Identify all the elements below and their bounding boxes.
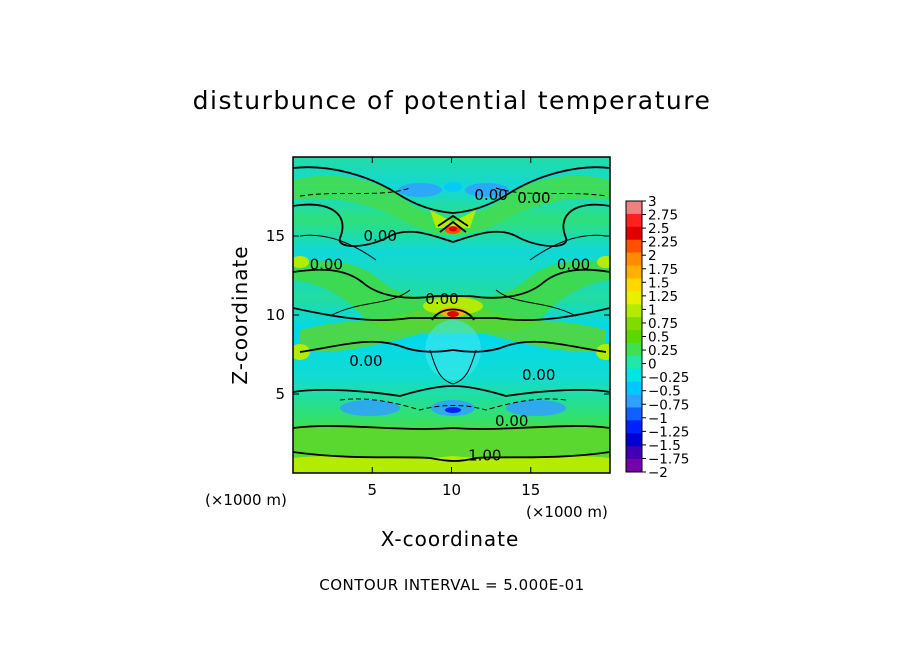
colorbar-swatch-13 <box>626 368 642 382</box>
colorbar-swatch-4 <box>626 252 642 266</box>
colorbar-swatch-3 <box>626 239 642 253</box>
colorbar-swatch-19 <box>626 446 642 460</box>
x-axis-unit: (×1000 m) <box>526 503 608 521</box>
colorbar-label-1: 2.75 <box>648 208 678 224</box>
field-shading <box>293 157 610 473</box>
contour-label-1: 0.00 <box>517 189 550 207</box>
x-tick-label-1: 10 <box>442 481 461 499</box>
colorbar-swatch-1 <box>626 213 642 228</box>
chart-title: disturbunce of potential temperature <box>192 86 712 115</box>
contour-label-2: 0.00 <box>363 227 396 245</box>
colorbar-swatch-18 <box>626 433 642 447</box>
contour-label-0: 0.00 <box>474 186 507 204</box>
contour-interval-note: CONTOUR INTERVAL = 5.000E-01 <box>319 576 585 594</box>
colorbar-label-3: 2.25 <box>648 235 678 251</box>
colorbar-label-14: −0.5 <box>648 384 681 400</box>
colorbar-label-16: −1 <box>648 411 668 427</box>
colorbar-label-5: 1.75 <box>648 262 678 278</box>
y-tick-label-2: 15 <box>266 227 285 245</box>
colorbar-label-18: −1.5 <box>648 438 681 454</box>
colorbar-label-6: 1.5 <box>648 275 669 291</box>
y-tick-label-0: 5 <box>275 385 285 403</box>
x-axis-label: X-coordinate <box>380 527 520 551</box>
x-tick-label-0: 5 <box>367 481 377 499</box>
colorbar-label-10: 0.5 <box>648 330 669 346</box>
contour-label-7: 0.00 <box>522 366 555 384</box>
colorbar-label-8: 1 <box>648 302 657 318</box>
colorbar-label-12: 0 <box>648 357 657 373</box>
colorbar-swatch-11 <box>626 342 642 357</box>
contour-label-8: 0.00 <box>495 412 528 430</box>
colorbar-swatch-6 <box>626 278 642 292</box>
colorbar-swatch-5 <box>626 265 642 279</box>
colorbar-swatch-20 <box>626 459 642 473</box>
axis-ticks: 5 10 15 5 10 15 <box>266 157 610 499</box>
colorbar-label-17: −1.25 <box>648 424 689 440</box>
y-axis-unit: (×1000 m) <box>205 491 287 509</box>
colorbar-swatch-7 <box>626 291 642 305</box>
colorbar-label-2: 2.5 <box>648 221 669 237</box>
contour-label-3: 0.00 <box>310 255 343 273</box>
colorbar-label-19: −1.75 <box>648 451 689 467</box>
colorbar-label-7: 1.25 <box>648 289 678 305</box>
colorbar-swatch-8 <box>626 304 642 318</box>
colorbar: 32.752.52.2521.751.51.2510.750.50.250−0.… <box>625 194 689 481</box>
colorbar-label-11: 0.25 <box>648 343 678 359</box>
y-axis-label: Z-coordinate <box>228 245 252 385</box>
contour-label-4: 0.00 <box>557 255 590 273</box>
colorbar-swatch-17 <box>626 420 642 434</box>
contour-label-group: 0.00 0.00 0.00 0.00 0.00 0.00 0.00 0.00 0.00 1.00 <box>310 186 591 465</box>
colorbar-swatch-14 <box>626 381 642 395</box>
colorbar-swatch-10 <box>626 330 642 344</box>
contour-label-6: 0.00 <box>349 352 382 370</box>
colorbar-swatch-15 <box>626 394 642 408</box>
colorbar-label-9: 0.75 <box>648 316 678 332</box>
colorbar-swatch-12 <box>626 355 642 370</box>
colorbar-swatch-16 <box>626 407 642 421</box>
colorbar-label-15: −0.75 <box>648 397 689 413</box>
colorbar-label-0: 3 <box>648 194 657 210</box>
contour-lines <box>293 166 610 462</box>
colorbar-label-20: −2 <box>648 465 668 481</box>
colorbar-swatch-2 <box>626 226 642 241</box>
x-tick-label-2: 15 <box>521 481 540 499</box>
y-tick-label-1: 10 <box>266 306 285 324</box>
colorbar-label-4: 2 <box>648 248 657 264</box>
colorbar-swatch-0 <box>626 201 642 215</box>
contour-label-9: 1.00 <box>468 447 501 465</box>
colorbar-swatch-9 <box>626 317 642 331</box>
contour-label-5: 0.00 <box>425 290 458 308</box>
colorbar-label-13: −0.25 <box>648 370 689 386</box>
